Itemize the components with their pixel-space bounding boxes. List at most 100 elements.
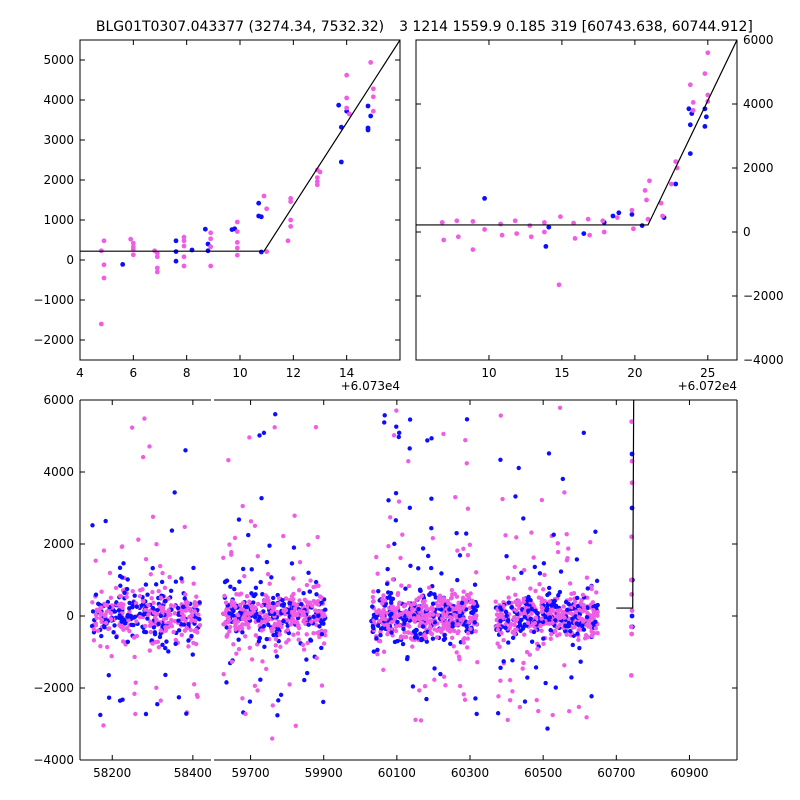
data-point — [449, 635, 455, 641]
data-point — [368, 60, 374, 65]
data-point — [557, 589, 563, 595]
data-point — [456, 629, 461, 634]
data-point — [162, 585, 168, 590]
data-point — [419, 593, 424, 599]
data-point — [616, 210, 622, 216]
data-point — [283, 608, 289, 613]
data-point — [456, 600, 461, 605]
data-point — [566, 620, 571, 626]
data-point — [289, 594, 295, 599]
data-point — [515, 598, 521, 604]
data-point — [386, 543, 391, 549]
data-point — [416, 566, 421, 571]
y-tick-label: 1000 — [43, 213, 74, 227]
data-point — [660, 213, 665, 219]
data-point — [482, 227, 487, 232]
data-point — [539, 616, 544, 621]
data-point — [454, 218, 460, 224]
data-point — [552, 628, 558, 634]
data-point — [151, 625, 157, 630]
data-point — [395, 638, 400, 644]
data-point — [498, 457, 503, 462]
data-point — [472, 582, 478, 587]
data-point — [167, 574, 172, 580]
data-point — [432, 666, 437, 671]
data-point — [533, 665, 539, 670]
data-point — [237, 602, 243, 608]
data-point — [127, 600, 132, 606]
data-point — [192, 618, 198, 624]
data-point — [387, 594, 392, 600]
data-point — [377, 619, 382, 624]
data-point — [468, 591, 473, 596]
data-point — [247, 599, 252, 604]
data-point — [395, 592, 400, 597]
data-point — [208, 263, 214, 269]
data-point — [578, 659, 583, 664]
data-point — [429, 436, 434, 441]
data-point — [370, 86, 376, 92]
data-point — [589, 629, 594, 634]
data-point — [99, 633, 104, 639]
data-point — [396, 613, 401, 618]
data-point — [504, 553, 509, 559]
data-point — [470, 219, 476, 224]
data-point — [514, 608, 519, 613]
y-tick-label: 0 — [66, 609, 74, 623]
data-point — [384, 581, 390, 587]
data-point — [281, 533, 286, 539]
data-point — [119, 619, 125, 624]
data-point — [195, 694, 200, 699]
data-point — [173, 238, 179, 244]
data-point — [240, 696, 245, 701]
data-point — [548, 627, 553, 633]
x-tick-label: 20 — [627, 366, 642, 380]
data-point — [380, 597, 385, 602]
data-point — [493, 599, 498, 604]
data-point — [222, 621, 228, 627]
data-point — [430, 612, 436, 617]
data-point — [542, 229, 547, 235]
data-point — [532, 620, 538, 626]
data-point — [365, 103, 371, 109]
data-point — [169, 623, 175, 629]
data-point — [290, 612, 296, 617]
data-point — [379, 610, 384, 615]
data-point — [512, 564, 517, 570]
data-point — [160, 642, 165, 648]
data-point — [172, 490, 177, 495]
data-point — [96, 601, 101, 607]
data-point — [244, 604, 250, 610]
data-point — [401, 626, 406, 632]
data-point — [425, 438, 430, 443]
data-point — [133, 711, 138, 717]
data-point — [510, 689, 515, 694]
data-point — [470, 609, 475, 615]
data-point — [273, 649, 278, 654]
data-point — [296, 588, 302, 593]
data-point — [409, 610, 414, 616]
data-point — [346, 111, 352, 117]
data-point — [458, 617, 463, 623]
data-point — [430, 636, 436, 641]
data-point — [541, 561, 547, 566]
data-point — [673, 159, 679, 165]
data-point — [563, 599, 569, 605]
data-point — [423, 635, 429, 641]
data-point — [430, 536, 436, 541]
x-tick-label: 60700 — [597, 766, 635, 780]
x-tick-label: 10 — [232, 366, 247, 380]
data-point — [461, 589, 466, 594]
data-point — [525, 620, 531, 626]
data-point — [269, 609, 275, 614]
data-point — [432, 627, 437, 632]
data-point — [160, 570, 165, 576]
data-point — [628, 624, 634, 630]
data-point — [285, 618, 290, 623]
data-point — [443, 683, 448, 688]
data-point — [393, 608, 399, 614]
data-point — [527, 652, 532, 657]
data-point — [381, 667, 386, 673]
data-point — [428, 565, 434, 571]
data-point — [172, 611, 178, 616]
